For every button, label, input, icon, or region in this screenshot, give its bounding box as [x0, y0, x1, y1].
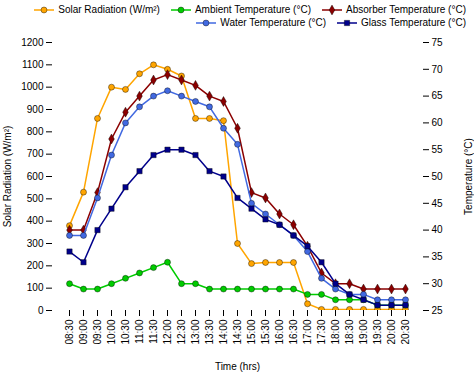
- svg-text:Solar Radiation (W/m²): Solar Radiation (W/m²): [2, 126, 13, 228]
- svg-text:75: 75: [432, 37, 444, 48]
- svg-text:70: 70: [432, 64, 444, 75]
- svg-text:16:30: 16:30: [288, 319, 299, 344]
- svg-text:1100: 1100: [22, 59, 44, 70]
- svg-text:25: 25: [432, 305, 444, 316]
- svg-text:55: 55: [432, 144, 444, 155]
- svg-text:900: 900: [27, 104, 44, 115]
- html-text:Solar Radiation (W/m²): Solar Radiation (W/m²): [58, 4, 160, 15]
- svg-text:800: 800: [27, 126, 44, 137]
- svg-text:18:00: 18:00: [330, 319, 341, 344]
- html-text:Water Temperature (°C): Water Temperature (°C): [220, 17, 326, 28]
- svg-text:600: 600: [27, 171, 44, 182]
- svg-text:17:30: 17:30: [316, 319, 327, 344]
- svg-text:40: 40: [432, 224, 444, 235]
- svg-text:12:00: 12:00: [162, 319, 173, 344]
- svg-text:1000: 1000: [21, 81, 44, 92]
- svg-text:20:00: 20:00: [386, 319, 397, 344]
- svg-text:14:30: 14:30: [232, 319, 243, 344]
- svg-text:60: 60: [432, 117, 444, 128]
- svg-text:09:00: 09:00: [78, 319, 89, 344]
- svg-text:13:30: 13:30: [204, 319, 215, 344]
- html-text:Ambient Temperature (°C): Ambient Temperature (°C): [194, 4, 311, 15]
- svg-text:12:30: 12:30: [176, 319, 187, 344]
- svg-text:17:00: 17:00: [302, 319, 313, 344]
- svg-text:200: 200: [27, 260, 44, 271]
- svg-text:18:30: 18:30: [344, 319, 355, 344]
- svg-text:30: 30: [432, 278, 444, 289]
- svg-text:20:30: 20:30: [400, 319, 411, 344]
- svg-text:11:30: 11:30: [148, 319, 159, 344]
- svg-text:400: 400: [27, 215, 44, 226]
- svg-text:19:00: 19:00: [358, 319, 369, 344]
- html-text:Glass Temperature (°C): Glass Temperature (°C): [361, 17, 466, 28]
- svg-text:50: 50: [432, 171, 444, 182]
- svg-text:1200: 1200: [21, 37, 44, 48]
- svg-text:Temperature (°C): Temperature (°C): [463, 138, 474, 215]
- svg-text:10:00: 10:00: [106, 319, 117, 344]
- svg-text:16:00: 16:00: [274, 319, 285, 344]
- svg-text:19:30: 19:30: [372, 319, 383, 344]
- svg-text:0: 0: [38, 305, 44, 316]
- svg-text:14:00: 14:00: [218, 319, 229, 344]
- svg-text:500: 500: [27, 193, 44, 204]
- html-text:Absorber Temperature (°C): Absorber Temperature (°C): [346, 4, 466, 15]
- svg-text:09:30: 09:30: [92, 319, 103, 344]
- svg-text:35: 35: [432, 251, 444, 262]
- svg-text:300: 300: [27, 238, 44, 249]
- svg-text:10:30: 10:30: [120, 319, 131, 344]
- svg-text:65: 65: [432, 90, 444, 101]
- svg-text:08:30: 08:30: [64, 319, 75, 344]
- svg-text:11:00: 11:00: [134, 319, 145, 344]
- svg-text:100: 100: [27, 282, 44, 293]
- svg-text:13:00: 13:00: [190, 319, 201, 344]
- svg-text:15:30: 15:30: [260, 319, 271, 344]
- svg-text:700: 700: [27, 148, 44, 159]
- svg-text:15:00: 15:00: [246, 319, 257, 344]
- svg-text:45: 45: [432, 198, 444, 209]
- svg-text:Time (hrs): Time (hrs): [215, 361, 260, 372]
